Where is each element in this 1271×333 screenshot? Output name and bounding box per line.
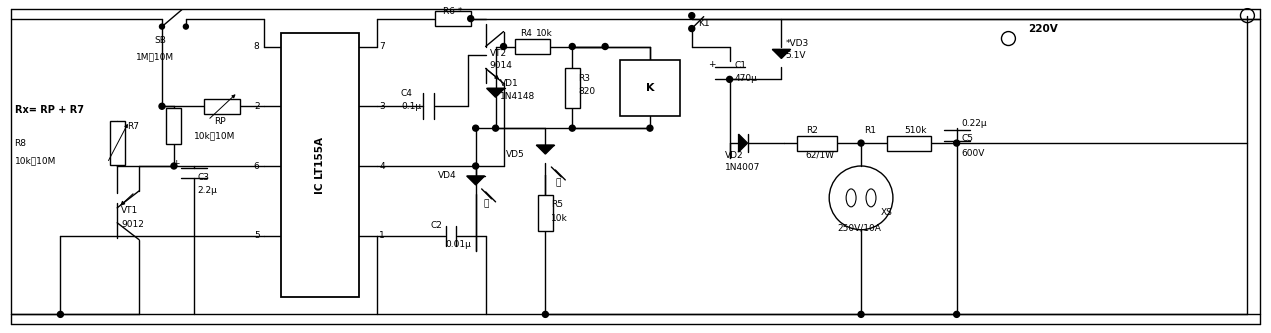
Text: 470μ: 470μ (735, 74, 758, 83)
Text: *VD3: *VD3 (785, 39, 808, 48)
Text: 7: 7 (379, 42, 385, 51)
Text: 4: 4 (379, 162, 385, 170)
Text: 62/1W: 62/1W (806, 151, 834, 160)
Text: 10k: 10k (536, 29, 553, 38)
Text: XS: XS (881, 208, 892, 217)
Circle shape (858, 140, 864, 146)
Circle shape (689, 26, 695, 32)
Text: 1M～10M: 1M～10M (136, 52, 174, 61)
Text: K1: K1 (698, 19, 709, 28)
Text: R5: R5 (552, 200, 563, 209)
Bar (620, 61, 680, 116)
Bar (564, 68, 580, 108)
Circle shape (858, 311, 864, 317)
Text: VD4: VD4 (437, 171, 456, 180)
Circle shape (170, 163, 177, 169)
Text: R1: R1 (864, 126, 876, 135)
Text: R2: R2 (806, 126, 819, 135)
Text: 10k～10M: 10k～10M (14, 157, 56, 166)
Text: SB: SB (154, 36, 167, 45)
Circle shape (473, 125, 479, 131)
Text: 6: 6 (254, 162, 259, 170)
Circle shape (602, 44, 608, 50)
Bar (281, 33, 360, 297)
Text: 0.01μ: 0.01μ (446, 240, 472, 249)
Text: 8: 8 (254, 42, 259, 51)
Circle shape (953, 311, 960, 317)
Text: 600V: 600V (962, 149, 985, 158)
Bar (887, 136, 930, 151)
Text: C5: C5 (962, 134, 974, 143)
Text: 10k: 10k (552, 214, 568, 223)
Circle shape (569, 125, 576, 131)
Bar (797, 136, 838, 151)
Polygon shape (738, 134, 747, 152)
Text: 10k～10M: 10k～10M (194, 132, 235, 141)
Text: VD2: VD2 (724, 151, 744, 160)
Text: R8: R8 (14, 139, 27, 148)
Circle shape (501, 44, 507, 50)
Text: R3: R3 (578, 74, 590, 83)
Text: VD1: VD1 (500, 79, 519, 88)
Circle shape (727, 76, 732, 82)
Text: 0.1μ: 0.1μ (400, 102, 421, 111)
Text: VD5: VD5 (506, 150, 525, 159)
Circle shape (468, 16, 474, 22)
Circle shape (953, 140, 960, 146)
Text: C3: C3 (198, 173, 210, 182)
Text: 510k: 510k (904, 126, 927, 135)
Circle shape (689, 13, 695, 19)
Text: Rx= RP + R7: Rx= RP + R7 (14, 105, 84, 115)
Text: VT2: VT2 (489, 49, 507, 58)
Bar (538, 195, 553, 231)
Text: K: K (646, 83, 655, 93)
Circle shape (493, 125, 498, 131)
Text: 2.2μ: 2.2μ (198, 186, 217, 195)
Text: 1: 1 (379, 231, 385, 240)
Text: 820: 820 (578, 87, 595, 96)
Text: +: + (708, 60, 716, 69)
Bar (515, 39, 550, 54)
Circle shape (159, 103, 165, 109)
Bar (435, 11, 470, 26)
Text: R6 *: R6 * (442, 7, 463, 16)
Bar (167, 108, 182, 144)
Circle shape (543, 311, 548, 317)
Text: VT1: VT1 (121, 206, 139, 215)
Text: 3: 3 (379, 102, 385, 111)
Bar (203, 99, 240, 114)
Text: 2: 2 (254, 102, 259, 111)
Circle shape (473, 163, 479, 169)
Polygon shape (536, 145, 554, 154)
Text: IC LT155A: IC LT155A (315, 137, 325, 193)
Text: 绿: 绿 (555, 178, 561, 187)
Text: RP: RP (214, 117, 225, 126)
Text: 9014: 9014 (489, 61, 512, 70)
Bar (109, 121, 125, 165)
Text: +: + (172, 159, 179, 167)
Polygon shape (773, 50, 791, 59)
Text: 220V: 220V (1028, 24, 1057, 34)
Polygon shape (487, 88, 505, 97)
Circle shape (159, 24, 164, 29)
Text: 9012: 9012 (121, 220, 144, 229)
Text: 1N4007: 1N4007 (724, 164, 760, 172)
Text: 250V/10A: 250V/10A (838, 223, 881, 232)
Polygon shape (466, 176, 484, 185)
Text: C4: C4 (400, 89, 413, 98)
Text: C2: C2 (431, 221, 442, 230)
Text: C1: C1 (735, 61, 746, 70)
Text: 红: 红 (484, 199, 489, 208)
Text: 1N4148: 1N4148 (500, 92, 535, 101)
Text: R7: R7 (127, 122, 139, 131)
Circle shape (57, 311, 64, 317)
Text: 5.1V: 5.1V (785, 51, 806, 60)
Circle shape (569, 44, 576, 50)
Circle shape (647, 125, 653, 131)
Text: R4: R4 (521, 29, 533, 38)
Circle shape (183, 24, 188, 29)
Text: 5: 5 (254, 231, 259, 240)
Text: 0.22μ: 0.22μ (962, 119, 988, 128)
